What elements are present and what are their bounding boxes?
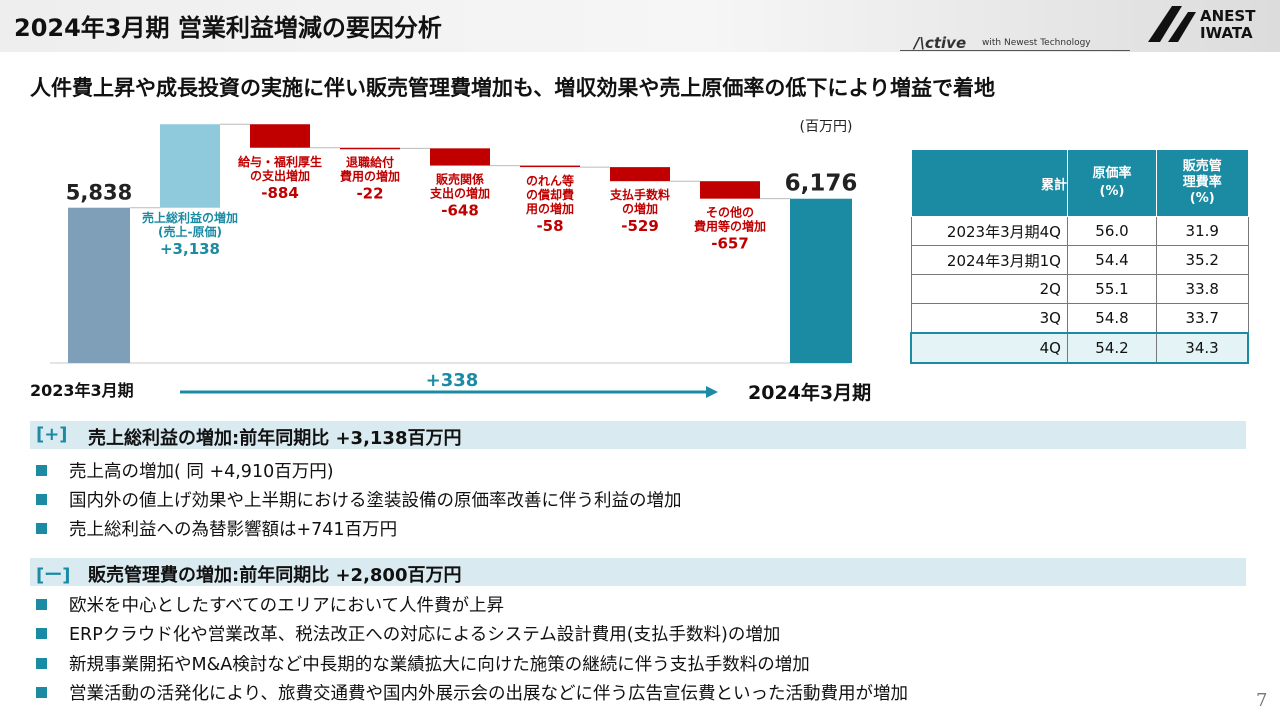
bar-value-label: -58 [536, 217, 563, 235]
page-number: 7 [1256, 690, 1268, 711]
table-header-row: 累計 原価率 (%) 販売管 理費率 (%) [910, 149, 1249, 217]
waterfall-bar [340, 147, 400, 150]
start-bar [68, 207, 130, 363]
brand-name: ANEST IWATA [1200, 8, 1255, 42]
cost-ratio-cell: 55.1 [1067, 274, 1157, 304]
page-title: 2024年3月期 営業利益増減の要因分析 [14, 14, 442, 42]
waterfall-bar [520, 165, 580, 168]
period-cell: 2Q [910, 274, 1068, 304]
sga-ratio-cell: 34.3 [1156, 332, 1249, 364]
bullet-text: 欧米を中心としたすべてのエリアにおいて人件費が上昇 [69, 596, 505, 616]
bar-category-label: その他の費用等の増加 [694, 205, 766, 234]
bar-category-label: 売上総利益の増加(売上-原価) [142, 210, 238, 239]
active-logo: /\ctive [914, 34, 967, 52]
cost-ratio-cell: 54.4 [1067, 245, 1157, 275]
bullet-square-icon [36, 599, 47, 610]
bullet-item: 売上総利益への為替影響額は+741百万円 [36, 516, 397, 541]
x-end-label: 2024年3月期 [748, 381, 871, 404]
sga-ratio-cell: 31.9 [1156, 216, 1249, 246]
bullet-text: 国内外の値上げ効果や上半期における塗装設備の原価率改善に伴う利益の増加 [69, 491, 682, 511]
table-row: 2Q 55.1 33.8 [910, 274, 1249, 304]
net-change-label: +338 [426, 370, 479, 391]
slide-subtitle: 人件費上昇や成長投資の実施に伴い販売管理費増加も、増収効果や売上原価率の低下によ… [30, 76, 995, 100]
bullet-text: 新規事業開拓やM&A検討など中長期的な業績拡大に向けた施策の継続に伴う支払手数料… [69, 655, 810, 675]
company-logo: ANEST IWATA [1148, 6, 1274, 46]
bar-value-label: -657 [711, 235, 749, 253]
bullet-square-icon [36, 687, 47, 698]
waterfall-bar [250, 124, 310, 148]
bar-category-label: のれん等の償却費用の増加 [525, 173, 574, 216]
bullet-square-icon [36, 523, 47, 534]
bar-category-label: 販売関係支出の増加 [429, 172, 490, 201]
bullet-item: 国内外の値上げ効果や上半期における塗装設備の原価率改善に伴う利益の増加 [36, 487, 682, 512]
period-cell: 3Q [910, 303, 1068, 334]
bullet-text: 売上高の増加( 同 +4,910百万円) [69, 462, 334, 482]
section-title-plus: 売上総利益の増加:前年同期比 +3,138百万円 [88, 428, 462, 449]
period-cell: 2024年3月期1Q [910, 245, 1068, 275]
header-cumulative: 累計 [910, 149, 1068, 217]
bar-category-label: 支払手数料の増加 [609, 187, 670, 216]
cost-ratio-cell: 54.2 [1067, 332, 1157, 364]
bar-value-label: -22 [356, 184, 383, 202]
x-start-label: 2023年3月期 [30, 381, 134, 400]
arrow-head-icon [706, 386, 718, 398]
table-row: 2024年3月期1Q 54.4 35.2 [910, 245, 1249, 275]
bullet-item: 営業活動の活発化により、旅費交通費や国内外展示会の出展などに伴う広告宣伝費といっ… [36, 680, 908, 705]
ratio-table: 累計 原価率 (%) 販売管 理費率 (%) 2023年3月期4Q 56.0 3… [910, 149, 1249, 364]
bullet-item: ERPクラウド化や営業改革、税法改正への対応によるシステム設計費用(支払手数料)… [36, 621, 780, 646]
waterfall-bar [430, 148, 490, 166]
waterfall-bar [700, 181, 760, 199]
slogan: /\ctive with Newest Technology [900, 34, 1130, 52]
table-row-highlighted: 4Q 54.2 34.3 [910, 332, 1249, 364]
bullet-square-icon [36, 465, 47, 476]
bar-category-label: 退職給付費用の増加 [340, 154, 400, 183]
section-header-minus: [ー] 販売管理費の増加:前年同期比 +2,800百万円 [30, 558, 1246, 586]
bullet-item: 欧米を中心としたすべてのエリアにおいて人件費が上昇 [36, 592, 504, 617]
section-header-plus: [+] 売上総利益の増加:前年同期比 +3,138百万円 [30, 421, 1246, 449]
brand-name-line1: ANEST [1200, 7, 1256, 25]
bullet-item: 売上高の増加( 同 +4,910百万円) [36, 458, 334, 483]
bar-value-label: +3,138 [160, 240, 220, 258]
header-sga-ratio: 販売管 理費率 (%) [1156, 149, 1249, 217]
bullet-text: 営業活動の活発化により、旅費交通費や国内外展示会の出展などに伴う広告宣伝費といっ… [69, 684, 908, 704]
bar-category-label: 給与・福利厚生の支出増加 [238, 154, 322, 183]
bullet-square-icon [36, 628, 47, 639]
waterfall-bar [160, 124, 220, 208]
unit-label: (百万円) [800, 119, 853, 135]
waterfall-chart: 5,838 売上総利益の増加(売上-原価)+3,138 給与・福利厚生の支出増加-8… [30, 119, 871, 404]
waterfall-bar [610, 167, 670, 182]
bullet-item: 新規事業開拓やM&A検討など中長期的な業績拡大に向けた施策の継続に伴う支払手数料… [36, 651, 810, 676]
table-row: 3Q 54.8 33.7 [910, 303, 1249, 334]
period-cell: 2023年3月期4Q [910, 216, 1068, 246]
brand-name-line2: IWATA [1200, 24, 1253, 42]
sga-ratio-cell: 33.7 [1156, 303, 1249, 334]
cost-ratio-cell: 56.0 [1067, 216, 1157, 246]
bullet-square-icon [36, 658, 47, 669]
cost-ratio-cell: 54.8 [1067, 303, 1157, 334]
header-cost-ratio: 原価率 (%) [1067, 149, 1157, 217]
section-title-minus: 販売管理費の増加:前年同期比 +2,800百万円 [88, 565, 462, 586]
period-cell: 4Q [910, 332, 1068, 364]
bullet-text: 売上総利益への為替影響額は+741百万円 [69, 520, 398, 540]
slogan-underline [900, 50, 1130, 51]
bullet-square-icon [36, 494, 47, 505]
logo-mark-icon [1148, 6, 1196, 42]
sga-ratio-cell: 33.8 [1156, 274, 1249, 304]
title-bar [0, 0, 1280, 52]
sga-ratio-cell: 35.2 [1156, 245, 1249, 275]
bar-value-label: -884 [261, 184, 299, 202]
end-bar [790, 198, 852, 363]
end-value-label: 6,176 [785, 171, 858, 197]
table-row: 2023年3月期4Q 56.0 31.9 [910, 216, 1249, 246]
minus-tag: [ー] [36, 565, 71, 586]
bullet-text: ERPクラウド化や営業改革、税法改正への対応によるシステム設計費用(支払手数料)… [69, 625, 781, 645]
slogan-tagline: with Newest Technology [982, 38, 1091, 48]
start-value-label: 5,838 [66, 181, 132, 205]
bar-value-label: -648 [441, 202, 479, 220]
plus-tag: [+] [36, 424, 68, 445]
bar-value-label: -529 [621, 217, 659, 235]
